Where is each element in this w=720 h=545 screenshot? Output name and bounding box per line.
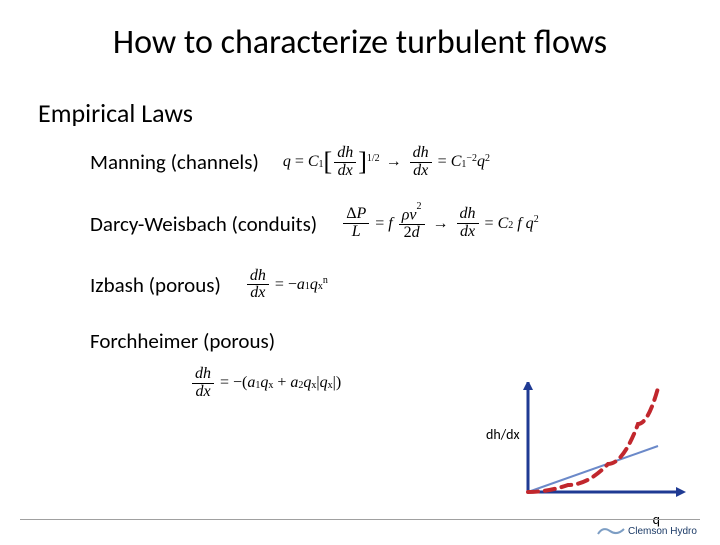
- law-forchheimer-equation: dh dx = −(a1qx + a2qx|qx|): [190, 366, 341, 401]
- izbash-num: dh: [250, 267, 266, 284]
- forch-den: dx: [195, 383, 210, 400]
- law-manning-label: Manning (channels): [90, 149, 259, 175]
- izbash-den: dx: [250, 284, 265, 301]
- dhdx-vs-q-chart: dh/dx q: [498, 382, 688, 512]
- law-forchheimer-label: Forchheimer (porous): [90, 328, 275, 354]
- law-izbash-label: Izbash (porous): [90, 272, 221, 298]
- chart-y-label: dh/dx: [486, 426, 520, 443]
- law-manning: Manning (channels) q = C1 [ dhdx ]1/2 → …: [0, 145, 720, 180]
- footer-logo-text: Clemson Hydro: [628, 526, 697, 537]
- page-title: How to characterize turbulent flows: [0, 0, 720, 73]
- law-darcy-label: Darcy-Weisbach (conduits): [90, 211, 317, 237]
- law-forchheimer: Forchheimer (porous): [0, 328, 720, 354]
- law-darcy-equation: ΔPL = f ρv22d → dhdx = C2 f q2: [341, 206, 539, 242]
- law-izbash-equation: dh dx = −a1qxn: [245, 268, 328, 303]
- clemson-hydro-logo: Clemson Hydro: [592, 520, 702, 540]
- law-darcy: Darcy-Weisbach (conduits) ΔPL = f ρv22d …: [0, 206, 720, 242]
- law-izbash: Izbash (porous) dh dx = −a1qxn: [0, 268, 720, 303]
- law-manning-equation: q = C1 [ dhdx ]1/2 → dhdx = C1−2q2: [283, 145, 490, 180]
- forch-num: dh: [195, 365, 211, 382]
- section-heading: Empirical Laws: [0, 73, 720, 129]
